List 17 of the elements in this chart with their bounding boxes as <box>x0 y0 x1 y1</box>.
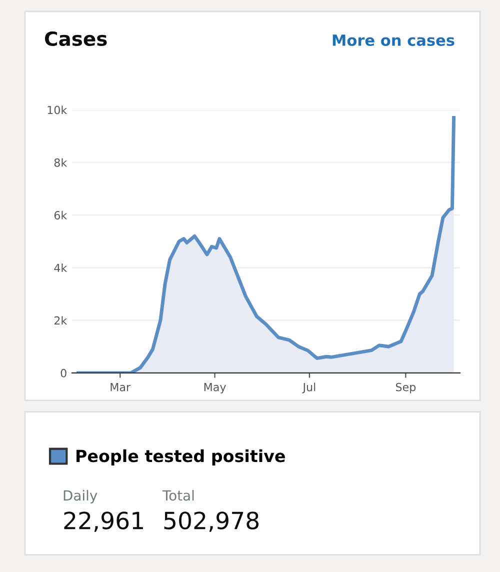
text: Daily <box>64 490 98 504</box>
text: 502,978 <box>164 512 259 532</box>
text: 22,961 <box>64 512 143 532</box>
x-tick-label: Jul <box>302 382 316 394</box>
legend-label: People tested positive <box>76 449 285 466</box>
chart-title: Cases <box>44 31 107 46</box>
y-tick-label: 10k <box>48 106 68 114</box>
y-tick-label: 8k <box>54 158 68 167</box>
x-tick-label: Mar <box>110 383 131 392</box>
text: More on cases <box>332 34 454 46</box>
y-tick-label: 4k <box>54 263 68 272</box>
x-tick-label: Sep <box>396 382 416 394</box>
y-tick-label: 2k <box>54 316 68 325</box>
y-tick-label: 0 <box>60 368 66 378</box>
text: Total <box>162 490 194 501</box>
x-tick-label: May <box>204 383 226 394</box>
y-tick-label: 6k <box>54 210 68 220</box>
